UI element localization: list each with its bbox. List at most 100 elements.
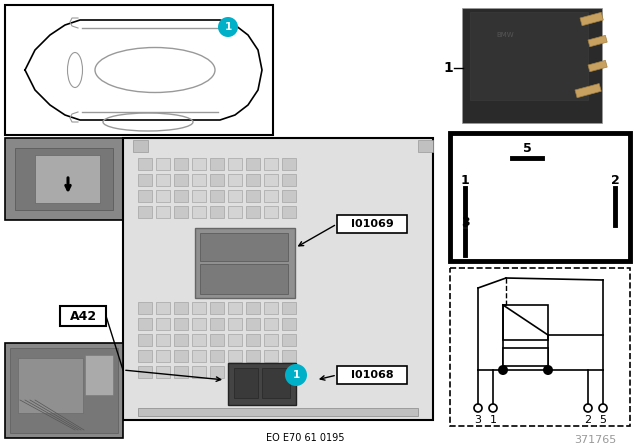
Bar bbox=[138, 190, 152, 202]
Bar bbox=[15, 148, 113, 210]
Bar bbox=[580, 12, 604, 26]
Bar bbox=[337, 366, 407, 384]
Bar bbox=[282, 366, 296, 378]
Bar bbox=[228, 334, 242, 346]
Bar bbox=[228, 366, 242, 378]
Bar bbox=[10, 348, 118, 433]
Bar bbox=[138, 350, 152, 362]
Bar bbox=[174, 174, 188, 186]
Bar bbox=[138, 334, 152, 346]
Bar bbox=[262, 368, 290, 398]
Bar bbox=[200, 264, 288, 294]
Bar bbox=[264, 302, 278, 314]
Text: 1: 1 bbox=[461, 173, 469, 186]
Text: 371765: 371765 bbox=[574, 435, 616, 445]
Bar bbox=[156, 206, 170, 218]
Bar bbox=[462, 8, 602, 123]
Bar bbox=[210, 158, 224, 170]
Bar bbox=[246, 158, 260, 170]
Text: 1: 1 bbox=[292, 370, 300, 380]
Bar bbox=[174, 366, 188, 378]
Text: A42: A42 bbox=[69, 310, 97, 323]
Circle shape bbox=[584, 404, 592, 412]
Bar bbox=[210, 174, 224, 186]
Circle shape bbox=[489, 404, 497, 412]
Bar bbox=[156, 302, 170, 314]
Bar bbox=[35, 155, 100, 203]
Bar bbox=[282, 350, 296, 362]
Bar bbox=[228, 302, 242, 314]
Bar bbox=[264, 190, 278, 202]
Bar bbox=[174, 302, 188, 314]
Circle shape bbox=[285, 364, 307, 386]
Bar bbox=[264, 350, 278, 362]
Text: 1: 1 bbox=[490, 415, 497, 425]
Bar bbox=[192, 334, 206, 346]
Bar bbox=[174, 158, 188, 170]
Bar bbox=[133, 140, 148, 152]
Bar bbox=[174, 318, 188, 330]
Text: I01069: I01069 bbox=[351, 219, 394, 229]
Text: 1: 1 bbox=[444, 61, 453, 75]
Bar bbox=[138, 408, 418, 416]
Bar bbox=[228, 363, 296, 405]
Circle shape bbox=[543, 365, 553, 375]
Bar bbox=[264, 334, 278, 346]
Bar bbox=[228, 206, 242, 218]
Bar bbox=[282, 302, 296, 314]
Bar bbox=[60, 306, 106, 326]
Bar bbox=[228, 350, 242, 362]
Bar bbox=[264, 206, 278, 218]
Bar bbox=[174, 334, 188, 346]
Bar bbox=[264, 174, 278, 186]
Bar bbox=[246, 174, 260, 186]
Bar bbox=[282, 174, 296, 186]
Bar bbox=[450, 133, 630, 261]
Bar bbox=[246, 334, 260, 346]
Text: 2: 2 bbox=[611, 173, 620, 186]
Bar bbox=[246, 350, 260, 362]
Text: 5: 5 bbox=[523, 142, 531, 155]
Text: I01068: I01068 bbox=[351, 370, 394, 380]
Bar bbox=[588, 35, 607, 47]
Bar bbox=[138, 302, 152, 314]
Bar bbox=[210, 302, 224, 314]
Circle shape bbox=[474, 404, 482, 412]
Bar bbox=[246, 366, 260, 378]
Bar bbox=[450, 268, 630, 426]
Bar bbox=[192, 206, 206, 218]
Bar bbox=[200, 233, 288, 261]
Circle shape bbox=[599, 404, 607, 412]
Bar bbox=[264, 158, 278, 170]
Bar bbox=[85, 355, 113, 395]
Bar bbox=[210, 350, 224, 362]
Bar bbox=[192, 302, 206, 314]
Bar bbox=[192, 190, 206, 202]
Bar bbox=[138, 318, 152, 330]
Text: BMW: BMW bbox=[496, 32, 514, 38]
Bar bbox=[192, 174, 206, 186]
Bar bbox=[174, 206, 188, 218]
Bar bbox=[195, 228, 295, 298]
Bar bbox=[138, 158, 152, 170]
Bar bbox=[470, 12, 588, 100]
Bar bbox=[228, 174, 242, 186]
Bar bbox=[210, 190, 224, 202]
Bar bbox=[156, 190, 170, 202]
Bar bbox=[503, 348, 548, 366]
Bar bbox=[282, 206, 296, 218]
Bar bbox=[210, 206, 224, 218]
Bar bbox=[246, 206, 260, 218]
Bar bbox=[156, 158, 170, 170]
Bar bbox=[5, 343, 123, 438]
Bar bbox=[5, 138, 123, 220]
Bar bbox=[246, 318, 260, 330]
Bar bbox=[264, 318, 278, 330]
Circle shape bbox=[218, 17, 238, 37]
Bar bbox=[228, 318, 242, 330]
Text: EO E70 61 0195: EO E70 61 0195 bbox=[266, 433, 344, 443]
Bar bbox=[174, 350, 188, 362]
Bar bbox=[264, 366, 278, 378]
Bar bbox=[192, 350, 206, 362]
Bar bbox=[18, 358, 83, 413]
